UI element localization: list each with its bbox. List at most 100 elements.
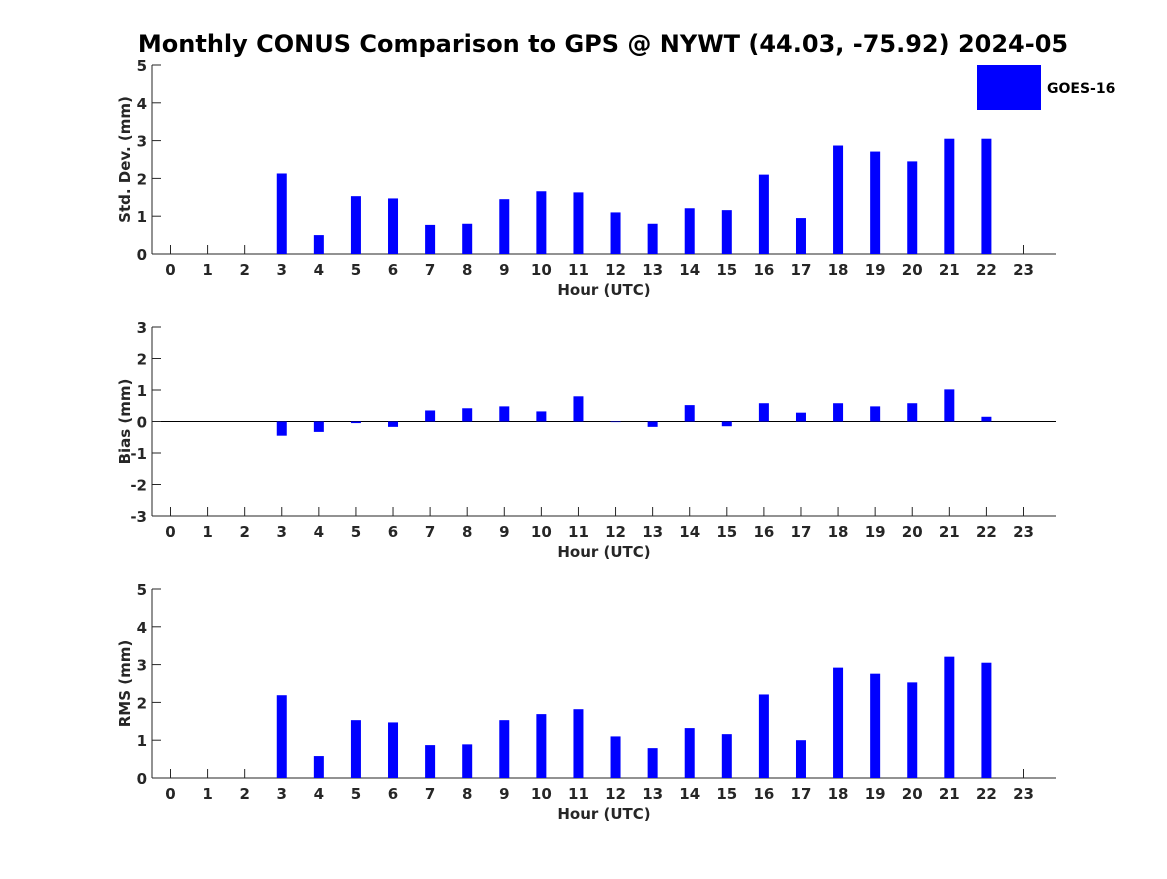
x-tick-label: 8 — [462, 523, 472, 541]
y-tick-label: -3 — [130, 508, 147, 526]
bar-hour-19 — [870, 151, 881, 254]
x-tick-label: 22 — [976, 785, 997, 803]
bar-hour-9 — [499, 720, 510, 778]
bar-hour-17 — [795, 218, 806, 254]
x-tick-label: 9 — [499, 785, 509, 803]
y-tick-label: 3 — [137, 657, 147, 675]
x-tick-label: 17 — [791, 523, 812, 541]
x-tick-label: 7 — [425, 785, 435, 803]
bar-hour-4 — [313, 235, 324, 254]
bar-hour-8 — [462, 223, 473, 254]
y-tick-label: 0 — [137, 246, 147, 264]
bar-hour-17 — [795, 740, 806, 778]
bar-hour-5 — [350, 421, 361, 424]
x-tick-label: 21 — [939, 261, 960, 279]
x-tick-label: 22 — [976, 523, 997, 541]
y-axis-label: RMS (mm) — [116, 640, 134, 727]
x-tick-label: 19 — [865, 785, 886, 803]
bar-hour-22 — [981, 662, 992, 778]
bar-hour-7 — [425, 224, 436, 254]
x-tick-label: 20 — [902, 523, 923, 541]
legend-swatch — [977, 65, 1041, 110]
x-tick-label: 11 — [568, 261, 589, 279]
x-tick-label: 13 — [642, 785, 663, 803]
y-tick-label: 0 — [137, 770, 147, 788]
y-tick-label: 3 — [137, 133, 147, 151]
y-tick-label: 5 — [137, 581, 147, 599]
y-tick-label: 1 — [137, 382, 147, 400]
x-tick-label: 22 — [976, 261, 997, 279]
x-tick-label: 12 — [605, 523, 626, 541]
bar-hour-15 — [721, 421, 732, 427]
x-tick-label: 0 — [165, 261, 175, 279]
bar-hour-18 — [833, 403, 844, 422]
x-tick-label: 10 — [531, 785, 552, 803]
x-tick-label: 19 — [865, 523, 886, 541]
bar-hour-21 — [944, 138, 955, 254]
x-tick-label: 23 — [1013, 523, 1034, 541]
x-tick-label: 4 — [314, 785, 324, 803]
bar-hour-20 — [907, 161, 918, 254]
x-tick-label: 0 — [165, 785, 175, 803]
x-tick-label: 3 — [277, 785, 287, 803]
x-tick-label: 14 — [679, 785, 700, 803]
x-tick-label: 3 — [277, 523, 287, 541]
y-tick-label: 4 — [137, 619, 147, 637]
x-tick-label: 15 — [716, 523, 737, 541]
x-tick-label: 1 — [202, 785, 212, 803]
bar-hour-14 — [684, 208, 695, 254]
bar-hour-11 — [573, 192, 584, 254]
x-tick-label: 13 — [642, 261, 663, 279]
x-axis-label: Hour (UTC) — [557, 543, 650, 561]
x-tick-label: 10 — [531, 523, 552, 541]
x-tick-label: 0 — [165, 523, 175, 541]
bar-hour-20 — [907, 403, 918, 422]
bar-hour-10 — [536, 714, 547, 778]
bar-hour-11 — [573, 709, 584, 778]
x-tick-label: 4 — [314, 523, 324, 541]
y-tick-label: 0 — [137, 414, 147, 432]
bar-hour-3 — [276, 695, 287, 778]
x-tick-label: 6 — [388, 523, 398, 541]
bar-hour-17 — [795, 412, 806, 422]
y-tick-label: 2 — [137, 694, 147, 712]
y-tick-label: 3 — [137, 319, 147, 337]
x-tick-label: 9 — [499, 261, 509, 279]
x-tick-label: 8 — [462, 261, 472, 279]
bar-hour-12 — [610, 736, 621, 778]
bar-hour-18 — [833, 145, 844, 254]
bar-hour-18 — [833, 667, 844, 778]
bar-hour-12 — [610, 421, 621, 423]
y-axis-label: Std. Dev. (mm) — [116, 96, 134, 223]
x-tick-label: 18 — [828, 261, 849, 279]
x-tick-label: 2 — [239, 261, 249, 279]
bar-hour-14 — [684, 728, 695, 778]
bar-hour-15 — [721, 210, 732, 254]
x-tick-label: 14 — [679, 261, 700, 279]
x-tick-label: 15 — [716, 785, 737, 803]
bar-hour-5 — [350, 196, 361, 254]
x-tick-label: 15 — [716, 261, 737, 279]
x-tick-label: 2 — [239, 523, 249, 541]
bar-hour-21 — [944, 656, 955, 778]
bar-hour-16 — [758, 174, 769, 254]
x-tick-label: 6 — [388, 261, 398, 279]
x-tick-label: 1 — [202, 523, 212, 541]
x-tick-label: 17 — [791, 261, 812, 279]
bar-hour-19 — [870, 406, 881, 422]
bar-hour-4 — [313, 756, 324, 778]
x-tick-label: 16 — [753, 261, 774, 279]
x-tick-label: 1 — [202, 261, 212, 279]
x-tick-label: 18 — [828, 785, 849, 803]
bar-hour-10 — [536, 411, 547, 422]
x-tick-label: 7 — [425, 261, 435, 279]
x-tick-label: 7 — [425, 523, 435, 541]
x-tick-label: 5 — [351, 785, 361, 803]
y-tick-label: 5 — [137, 57, 147, 75]
x-tick-label: 11 — [568, 523, 589, 541]
bar-hour-13 — [647, 748, 658, 778]
x-tick-label: 5 — [351, 523, 361, 541]
